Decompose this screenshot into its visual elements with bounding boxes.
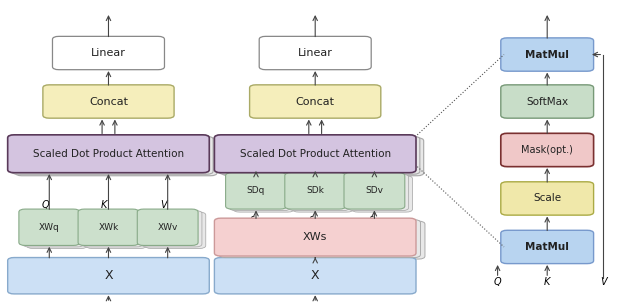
- FancyBboxPatch shape: [15, 138, 217, 176]
- Text: Scaled Dot Product Attention: Scaled Dot Product Attention: [239, 149, 391, 159]
- FancyBboxPatch shape: [214, 135, 416, 173]
- FancyBboxPatch shape: [8, 258, 209, 294]
- FancyBboxPatch shape: [226, 173, 287, 209]
- FancyBboxPatch shape: [230, 174, 291, 211]
- FancyBboxPatch shape: [86, 212, 147, 248]
- Text: SoftMax: SoftMax: [526, 96, 568, 107]
- FancyBboxPatch shape: [250, 85, 381, 118]
- Text: MatMul: MatMul: [525, 49, 569, 60]
- FancyBboxPatch shape: [500, 85, 594, 118]
- FancyBboxPatch shape: [500, 38, 594, 71]
- FancyBboxPatch shape: [23, 211, 84, 247]
- FancyBboxPatch shape: [214, 258, 416, 294]
- Text: K: K: [307, 163, 314, 173]
- Text: s: s: [251, 214, 255, 223]
- FancyBboxPatch shape: [344, 173, 404, 209]
- FancyBboxPatch shape: [19, 209, 80, 245]
- Text: V: V: [160, 199, 166, 210]
- FancyBboxPatch shape: [223, 221, 425, 259]
- Text: V: V: [367, 163, 373, 173]
- FancyBboxPatch shape: [500, 133, 594, 167]
- Text: X: X: [311, 269, 319, 282]
- FancyBboxPatch shape: [234, 176, 294, 212]
- FancyBboxPatch shape: [259, 36, 371, 70]
- FancyBboxPatch shape: [219, 220, 420, 258]
- FancyBboxPatch shape: [352, 176, 412, 212]
- Text: Scale: Scale: [533, 193, 561, 204]
- Text: SDk: SDk: [307, 186, 324, 195]
- FancyBboxPatch shape: [348, 174, 409, 211]
- FancyBboxPatch shape: [500, 182, 594, 215]
- Text: XWv: XWv: [157, 223, 178, 232]
- Text: X: X: [104, 269, 113, 282]
- FancyBboxPatch shape: [292, 176, 353, 212]
- Text: XWs: XWs: [303, 232, 328, 242]
- Text: Linear: Linear: [91, 48, 126, 58]
- Text: Concat: Concat: [296, 96, 335, 107]
- Text: Q: Q: [494, 277, 501, 287]
- FancyBboxPatch shape: [289, 174, 349, 211]
- Text: Scaled Dot Product Attention: Scaled Dot Product Attention: [33, 149, 184, 159]
- FancyBboxPatch shape: [214, 218, 416, 256]
- Text: s: s: [369, 214, 373, 223]
- FancyBboxPatch shape: [145, 212, 206, 248]
- FancyBboxPatch shape: [500, 230, 594, 264]
- FancyBboxPatch shape: [27, 212, 88, 248]
- Text: V: V: [600, 277, 607, 287]
- FancyBboxPatch shape: [218, 136, 420, 174]
- Text: Q: Q: [42, 199, 49, 210]
- Text: MatMul: MatMul: [525, 242, 569, 252]
- Text: Mask(opt.): Mask(opt.): [521, 145, 573, 155]
- Text: Concat: Concat: [89, 96, 128, 107]
- FancyBboxPatch shape: [222, 138, 424, 176]
- FancyBboxPatch shape: [12, 136, 213, 174]
- FancyBboxPatch shape: [52, 36, 164, 70]
- Text: XWk: XWk: [99, 223, 118, 232]
- Text: K: K: [544, 277, 550, 287]
- FancyBboxPatch shape: [78, 209, 139, 245]
- Text: s: s: [310, 214, 314, 223]
- FancyBboxPatch shape: [43, 85, 174, 118]
- Text: SDv: SDv: [365, 186, 383, 195]
- Text: K: K: [101, 199, 107, 210]
- Text: SDq: SDq: [247, 186, 265, 195]
- Text: XWq: XWq: [39, 223, 60, 232]
- Text: Q: Q: [248, 163, 256, 173]
- FancyBboxPatch shape: [8, 135, 209, 173]
- Text: Linear: Linear: [298, 48, 333, 58]
- FancyBboxPatch shape: [138, 209, 198, 245]
- FancyBboxPatch shape: [141, 211, 202, 247]
- FancyBboxPatch shape: [82, 211, 143, 247]
- FancyBboxPatch shape: [285, 173, 346, 209]
